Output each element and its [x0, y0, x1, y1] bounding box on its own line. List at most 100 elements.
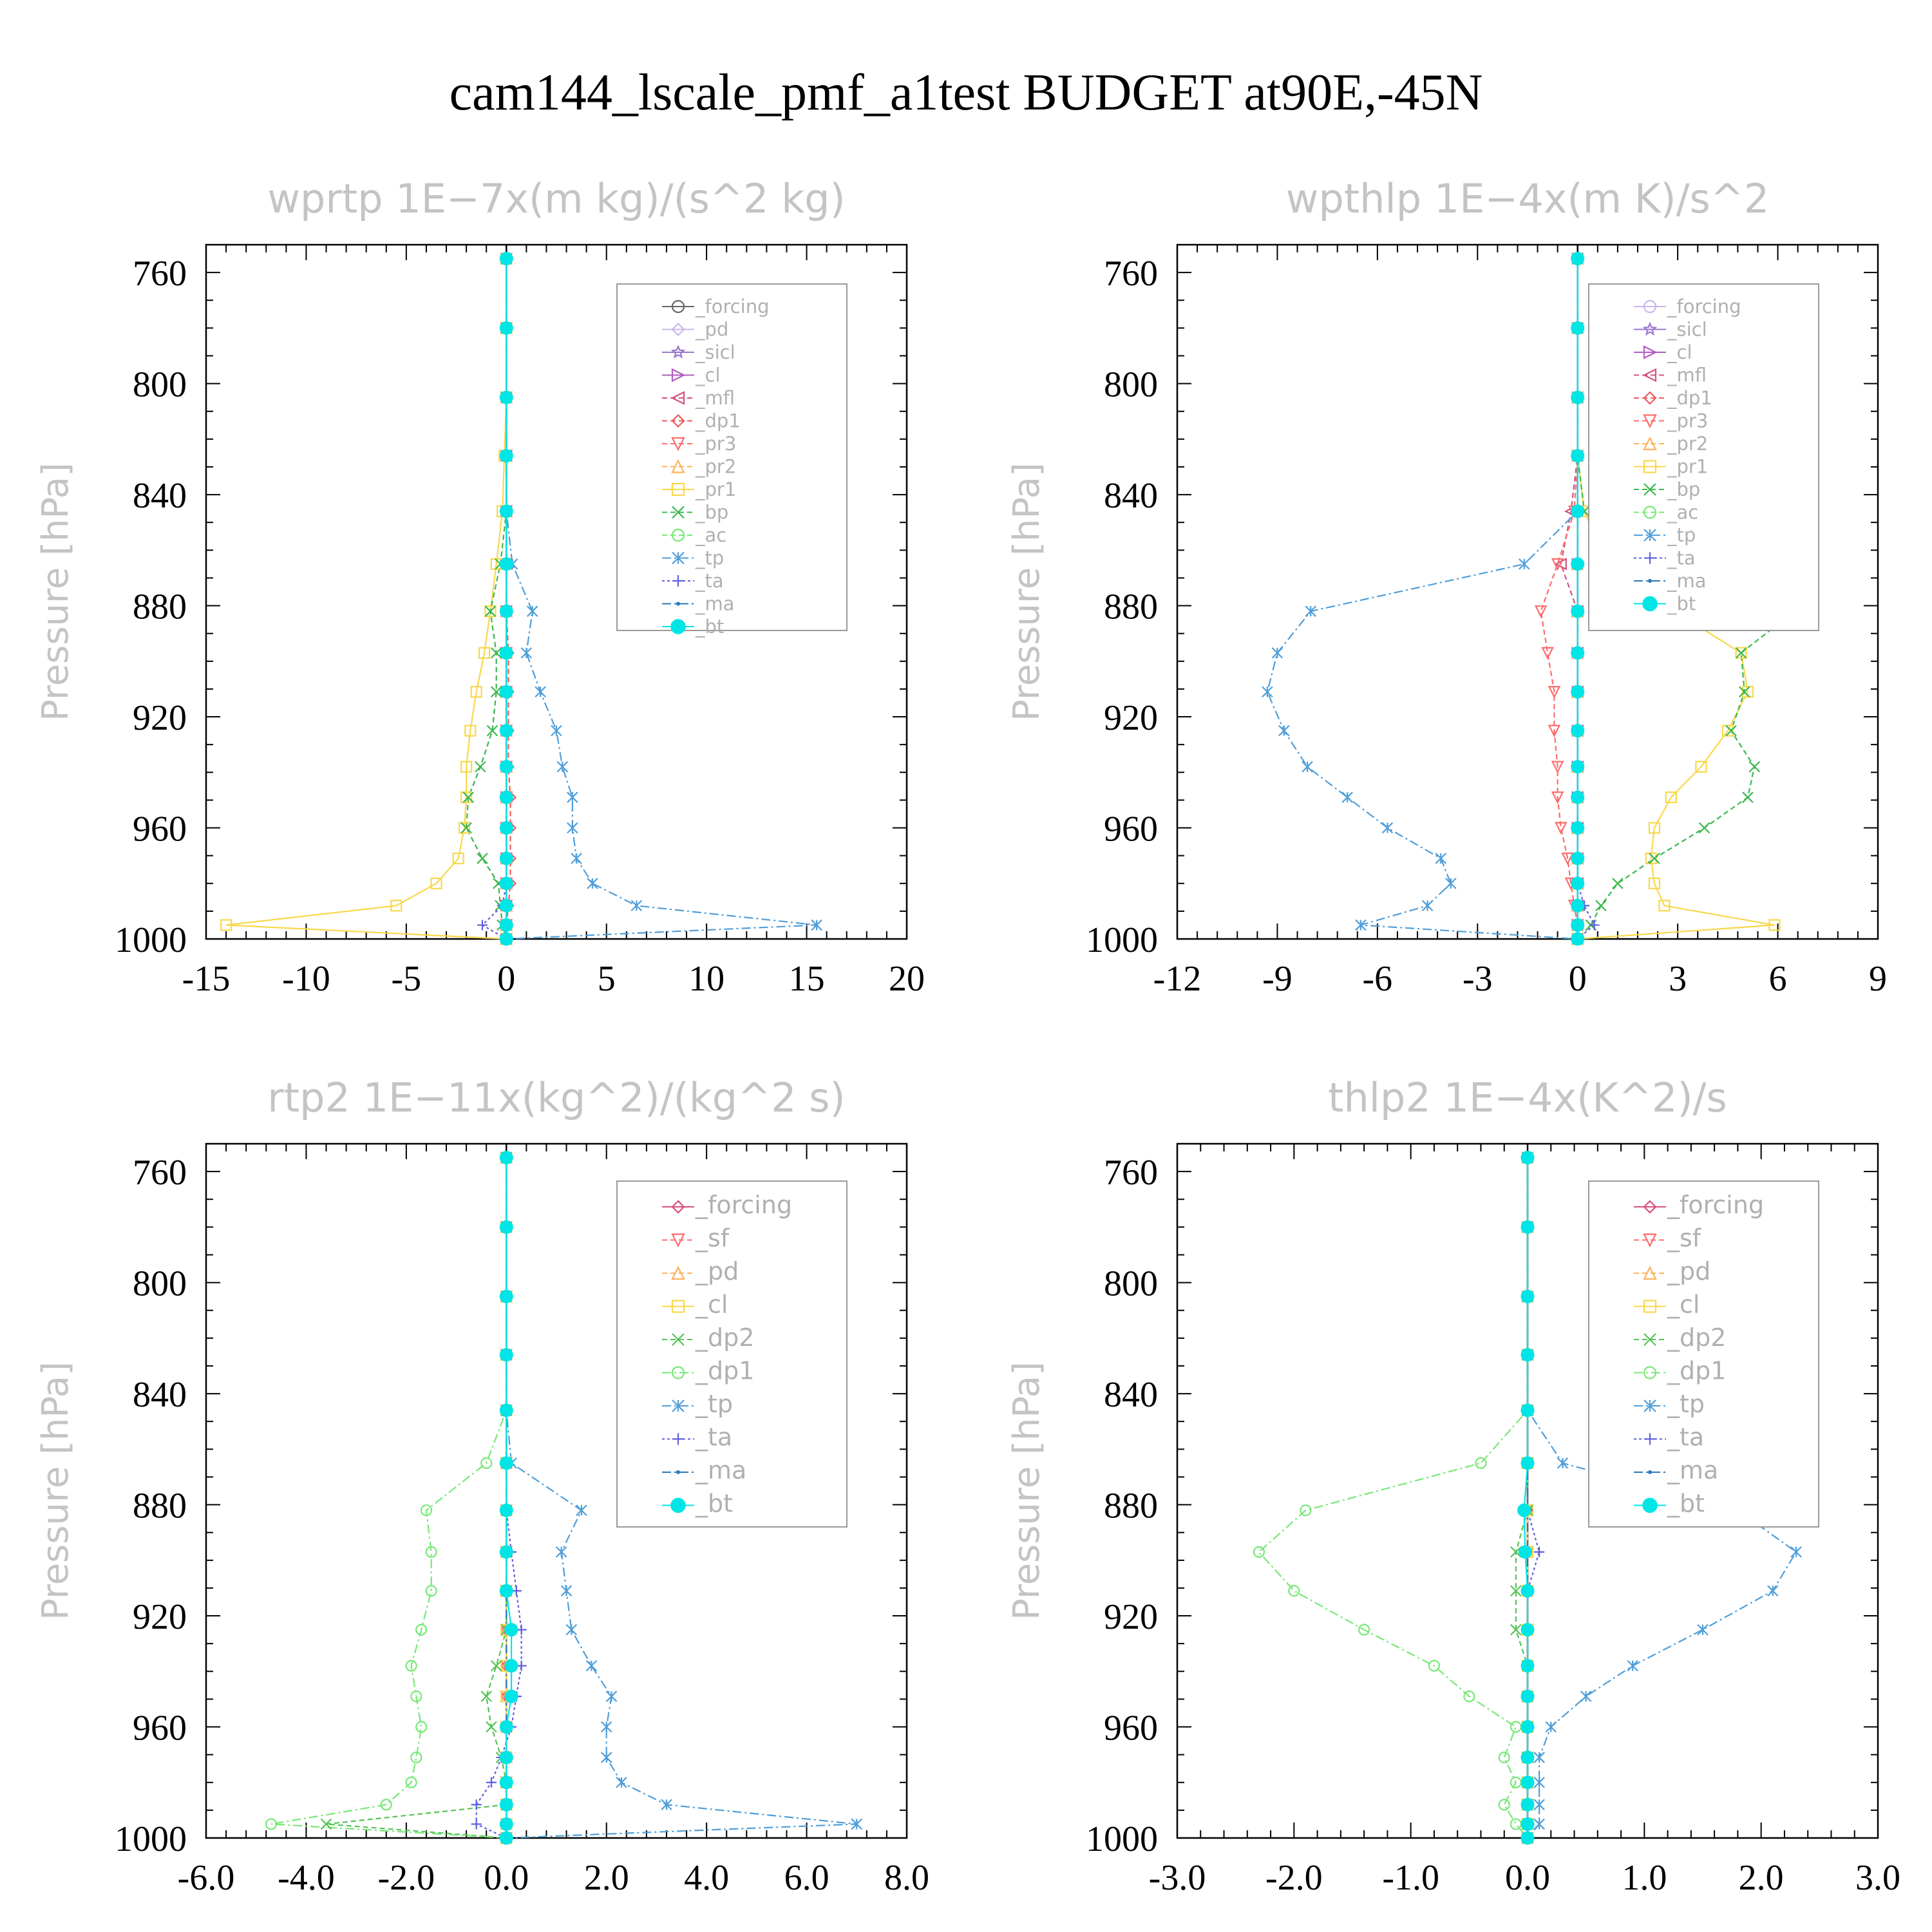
data-point: [1571, 790, 1585, 804]
legend-marker: [1643, 1333, 1656, 1346]
x-tick-label: 3: [1669, 959, 1687, 999]
legend-marker: [671, 528, 685, 542]
legend-box: [1588, 1180, 1819, 1528]
data-point: [477, 920, 488, 931]
legend-marker: [670, 1497, 686, 1513]
series-line-bp: [465, 258, 507, 940]
y-tick-label: 960: [133, 810, 187, 849]
x-tick-label: 0.0: [1505, 1858, 1550, 1898]
legend-marker: [670, 391, 685, 405]
legend-marker: [1643, 414, 1657, 428]
data-point: [565, 1624, 578, 1636]
data-point: [460, 791, 473, 804]
y-tick-label: 880: [133, 587, 187, 627]
legend-marker: [1643, 1366, 1657, 1379]
data-point: [851, 1818, 863, 1830]
data-point: [1533, 1776, 1545, 1788]
series-line-dp1: [1258, 1157, 1529, 1839]
x-tick-label: 0.0: [484, 1858, 529, 1898]
x-tick-label: -1.0: [1382, 1858, 1439, 1898]
data-point: [1571, 449, 1585, 463]
data-point: [1355, 919, 1367, 931]
x-tick-label: -2.0: [378, 1858, 435, 1898]
legend-marker: [1643, 1300, 1657, 1313]
data-point: [499, 390, 513, 404]
data-point: [1571, 898, 1585, 913]
data-point: [1589, 920, 1600, 931]
data-point: [405, 1660, 417, 1672]
data-point: [551, 724, 562, 737]
legend-label: _tp: [695, 547, 724, 569]
data-point: [571, 853, 582, 864]
data-point: [1580, 1690, 1592, 1702]
legend-label: _pr2: [695, 456, 736, 478]
legend-marker: [671, 1233, 685, 1247]
data-point: [1520, 1689, 1535, 1703]
legend-label: _tp: [695, 1390, 733, 1418]
legend-marker: [1643, 1200, 1657, 1214]
y-tick-label: 920: [133, 1597, 187, 1637]
legend-label: _dp1: [1667, 387, 1712, 409]
legend-label: _tp: [1667, 1390, 1705, 1418]
data-point: [1648, 822, 1660, 834]
legend-marker: [1644, 552, 1656, 564]
data-point: [1520, 1584, 1535, 1598]
data-point: [499, 1750, 513, 1765]
data-point: [499, 1456, 513, 1470]
legend-label: _bt: [695, 616, 724, 638]
legend-marker: [1648, 1470, 1652, 1474]
data-point: [499, 1348, 513, 1362]
data-point: [1742, 791, 1754, 803]
legend-marker: [672, 551, 685, 565]
legend-marker: [671, 322, 685, 337]
data-point: [484, 605, 497, 618]
data-point: [499, 1817, 513, 1831]
data-point: [1520, 1831, 1535, 1845]
legend-label: _ta: [1667, 1423, 1704, 1452]
legend-label: _pd: [695, 1257, 739, 1285]
legend-label: _ma: [695, 593, 735, 615]
data-point: [415, 1721, 428, 1733]
data-point: [1725, 724, 1737, 737]
y-tick-label: 760: [1104, 1153, 1158, 1193]
data-point: [1571, 932, 1585, 946]
legend-marker: [671, 482, 685, 497]
legend-marker: [1643, 1233, 1657, 1247]
legend: _forcing_pd_sicl_cl_mfl_dp1_pr3_pr2_pr1_…: [616, 283, 848, 638]
legend-label: _ac: [1667, 502, 1698, 524]
legend-label: _forcing: [1667, 1191, 1764, 1219]
data-point: [1358, 1624, 1370, 1636]
data-point: [1288, 1585, 1300, 1597]
data-point: [811, 919, 822, 931]
data-point: [630, 900, 643, 912]
legend-label: _tp: [1667, 524, 1696, 546]
legend-label: _ta: [695, 570, 724, 592]
data-point: [535, 686, 546, 698]
series-line-ta: [475, 1157, 522, 1839]
legend-label: _bt: [1667, 593, 1696, 615]
legend-marker: [671, 1300, 685, 1313]
data-point: [1520, 1403, 1535, 1417]
data-point: [1520, 1750, 1535, 1765]
data-point: [499, 321, 513, 335]
x-tick-label: 2.0: [1739, 1858, 1784, 1898]
legend-label: _dp1: [1667, 1357, 1726, 1385]
data-point: [1627, 1660, 1638, 1672]
data-point: [1445, 877, 1457, 889]
legend-label: _forcing: [1667, 296, 1741, 317]
legend: _forcing _sf _pd _cl _dp2 _dp1 _tp _ta _ma _bt: [1588, 1180, 1819, 1528]
series-markers: [220, 251, 822, 946]
legend-marker: [1643, 460, 1657, 473]
legend-marker: [1643, 529, 1656, 542]
figure-title: cam144_lscale_pmf_a1test BUDGET at90E,-4…: [450, 64, 1483, 121]
legend-marker: [670, 619, 686, 634]
legend-label: _pd: [695, 319, 728, 341]
y-tick-label: 1000: [115, 920, 187, 960]
data-point: [1520, 1797, 1535, 1812]
y-tick-label: 840: [133, 476, 187, 516]
x-tick-label: -9: [1262, 959, 1293, 999]
data-point: [480, 1457, 493, 1469]
legend-marker: [671, 459, 685, 473]
x-tick-label: 15: [789, 959, 825, 999]
data-point: [526, 605, 538, 617]
